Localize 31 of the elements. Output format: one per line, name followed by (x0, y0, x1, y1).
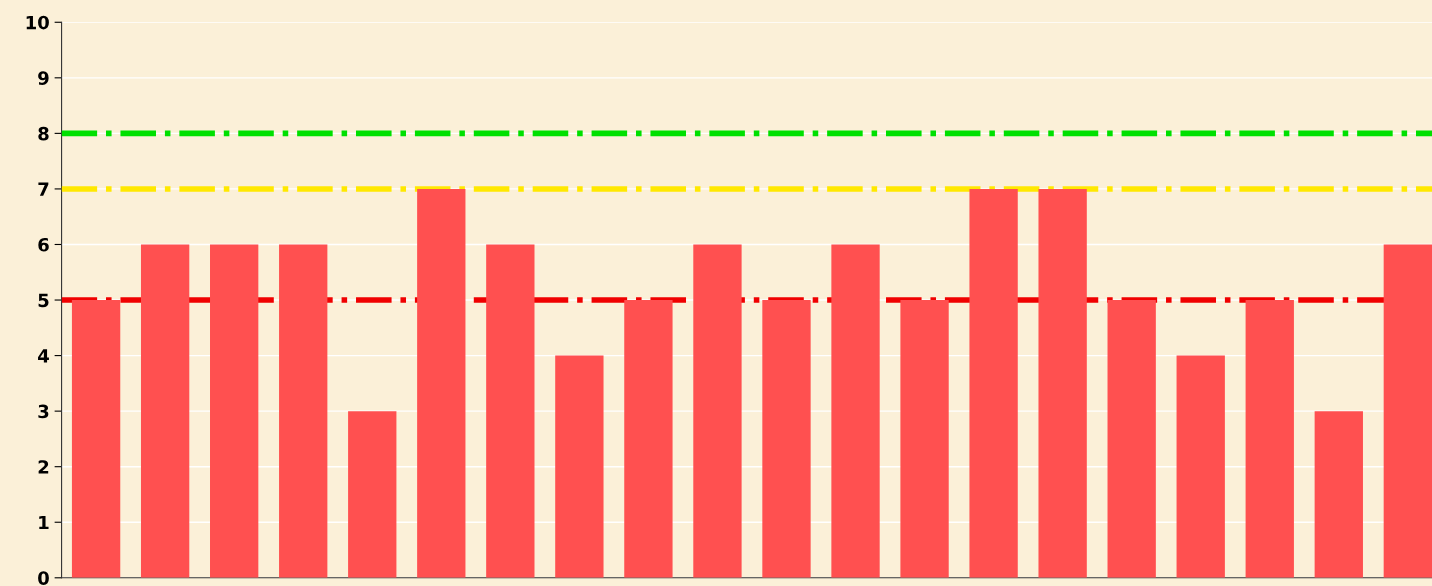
bar (279, 244, 328, 578)
bar (348, 411, 397, 578)
y-tick-label: 0 (38, 571, 49, 585)
bar (693, 244, 742, 578)
bar (624, 300, 673, 578)
y-tick-label: 9 (38, 71, 49, 85)
bar (1314, 411, 1363, 578)
bar (831, 244, 880, 578)
y-tick-label: 5 (38, 293, 49, 308)
y-tick-label: 7 (38, 182, 49, 196)
y-tick-label: 2 (38, 460, 49, 474)
bar (762, 300, 811, 578)
bar (71, 300, 121, 578)
bar (210, 244, 259, 578)
bar (1245, 300, 1294, 578)
y-tick-label: 4 (38, 349, 49, 363)
bar (900, 300, 949, 578)
y-tick-label: 3 (38, 404, 49, 419)
y-tick-label: 1 (39, 515, 49, 530)
y-tick-label: 6 (38, 237, 49, 252)
bar (555, 355, 604, 578)
bar (1383, 244, 1432, 578)
bar (1107, 300, 1156, 578)
y-tick-label: 8 (38, 126, 49, 141)
bar (140, 244, 190, 578)
bar (969, 188, 1018, 578)
bar (486, 244, 535, 578)
y-tick-label: 10 (26, 15, 49, 30)
bar (1176, 355, 1225, 578)
bar (1038, 188, 1087, 578)
bar (417, 188, 466, 578)
